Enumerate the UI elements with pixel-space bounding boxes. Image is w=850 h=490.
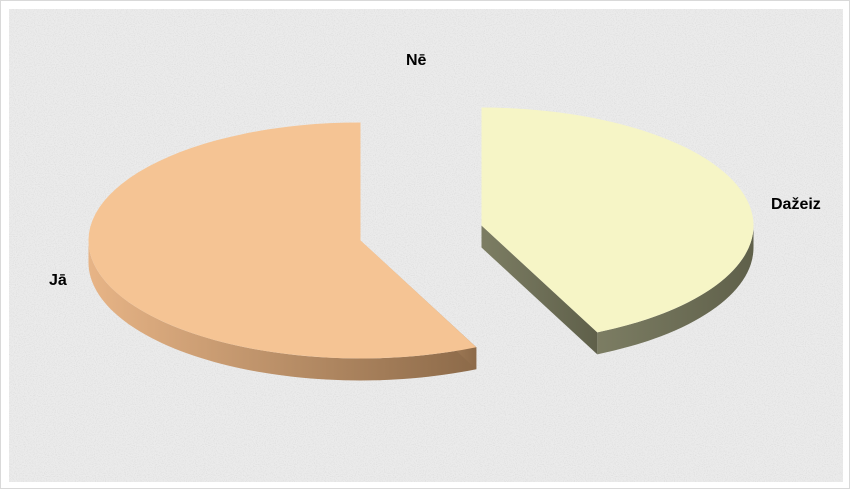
- slice-side-ja: [88, 240, 477, 381]
- data-label-ja: Jā: [49, 272, 67, 289]
- slice-top-dazeiz: [481, 107, 754, 333]
- data-label-ne: Nē: [406, 52, 427, 69]
- slice-cut-dazeiz: [481, 225, 598, 355]
- data-label-dazeiz: Dažeiz: [771, 196, 821, 213]
- slice-side-dazeiz: [597, 225, 754, 355]
- slice-top-ja: [88, 122, 477, 359]
